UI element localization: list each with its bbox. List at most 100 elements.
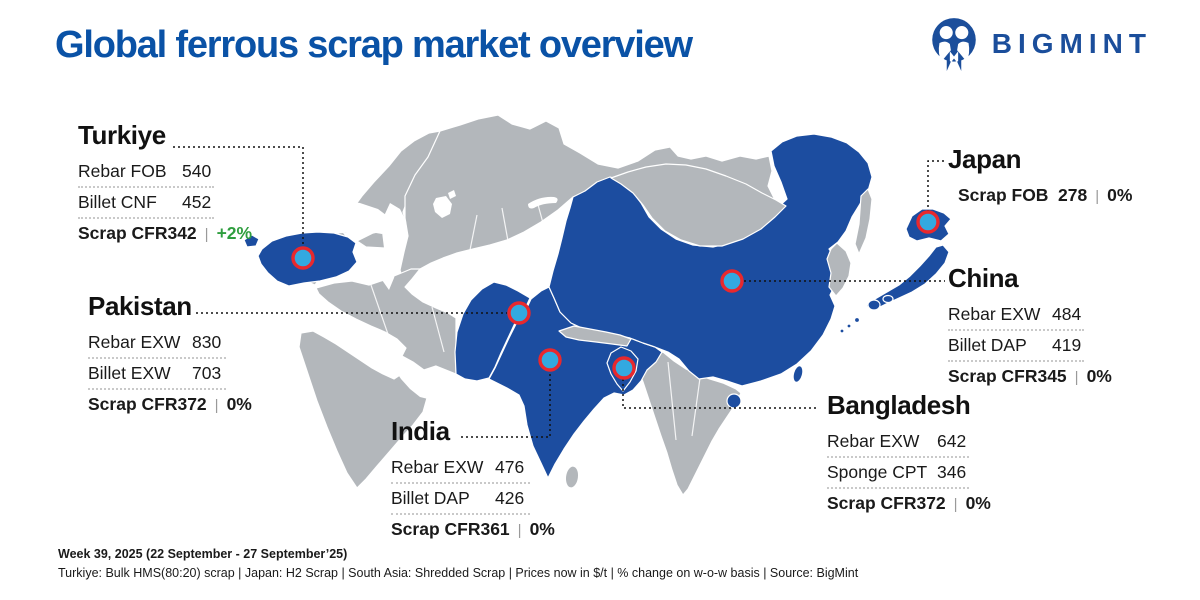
price-label: Billet CNF	[78, 192, 157, 212]
price-row-scrap: Scrap CFR 342 | +2%	[78, 219, 252, 248]
price-row: Billet DAP 419	[948, 331, 1084, 362]
map-country-japan-kyushu	[867, 299, 881, 311]
divider: |	[1095, 188, 1100, 205]
price-row: Rebar FOB 540	[78, 157, 214, 188]
footer-week: Week 39, 2025 (22 September - 27 Septemb…	[58, 547, 348, 561]
map-gray-landmass	[297, 114, 775, 496]
map-internal-borders	[370, 200, 701, 441]
price-label: Billet DAP	[948, 335, 1027, 355]
price-label: Scrap FOB	[958, 185, 1049, 205]
map-region-korea	[826, 242, 852, 297]
marker-turkiye	[291, 246, 315, 270]
price-value: 540	[182, 161, 212, 181]
country-name-pakistan: Pakistan	[88, 291, 192, 321]
price-value: 346	[937, 462, 967, 482]
marker-china	[720, 269, 744, 293]
price-label: Scrap CFR	[827, 493, 917, 513]
price-label: Scrap CFR	[391, 519, 481, 539]
price-value: 830	[192, 332, 222, 352]
map-highlighted-countries	[243, 133, 952, 479]
price-row-scrap: Scrap CFR 345 | 0%	[948, 362, 1112, 391]
price-label: Scrap CFR	[78, 223, 168, 243]
map-country-japan-honshu	[865, 244, 950, 311]
price-value: 452	[182, 192, 212, 212]
price-value: 703	[192, 363, 222, 383]
map-region-mongolia	[610, 163, 787, 247]
map-region-arabia	[298, 330, 428, 489]
price-row: Billet DAP 426	[391, 484, 530, 515]
country-name-bangladesh: Bangladesh	[827, 390, 971, 420]
price-value: 345	[1037, 366, 1067, 386]
brand-name: BIGMINT	[991, 28, 1152, 59]
price-change: 0%	[226, 394, 252, 414]
price-value: 419	[1052, 335, 1082, 355]
price-change: 0%	[529, 519, 555, 539]
price-value: 642	[937, 431, 967, 451]
price-label: Rebar EXW	[948, 304, 1041, 324]
map-island-hainan	[726, 393, 742, 409]
price-value: 372	[916, 493, 946, 513]
price-row-scrap: Scrap CFR 361 | 0%	[391, 515, 555, 544]
aral-sea-north	[448, 190, 456, 199]
price-row: Billet CNF 452	[78, 188, 214, 219]
price-row-scrap: Scrap FOB 278 | 0%	[958, 181, 1132, 210]
page-title: Global ferrous scrap market overview	[55, 24, 693, 66]
persian-gulf	[395, 363, 428, 399]
price-value: 278	[1058, 185, 1088, 205]
price-change: 0%	[1086, 366, 1112, 386]
country-block-bangladesh: Bangladesh Rebar EXW 642 Sponge CPT 346 …	[827, 390, 991, 518]
aral-sea	[433, 196, 452, 218]
marker-pakistan	[507, 301, 531, 325]
country-block-pakistan: Pakistan Rebar EXW 830 Billet EXW 703 Sc…	[88, 291, 252, 419]
map-region-nepal	[558, 325, 632, 347]
divider: |	[1074, 369, 1079, 386]
price-row: Rebar EXW 642	[827, 427, 969, 458]
price-value: 426	[495, 488, 525, 508]
price-label: Rebar EXW	[827, 431, 920, 451]
map-seas-lakes	[262, 190, 558, 399]
map-japan-ryukyu-2	[846, 323, 852, 329]
price-value: 476	[495, 457, 525, 477]
price-row: Billet EXW 703	[88, 359, 226, 390]
country-block-turkiye: Turkiye Rebar FOB 540 Billet CNF 452 Scr…	[78, 120, 252, 248]
map-island-taiwan	[792, 365, 804, 383]
price-row-scrap: Scrap CFR 372 | 0%	[827, 489, 991, 518]
divider: |	[953, 496, 958, 513]
river-swoosh	[528, 196, 558, 209]
price-label: Billet DAP	[391, 488, 470, 508]
price-value: 484	[1052, 304, 1082, 324]
map-gray-overlays	[558, 163, 873, 489]
divider: |	[204, 226, 209, 243]
price-change: 0%	[1107, 185, 1133, 205]
price-row-scrap: Scrap CFR 372 | 0%	[88, 390, 252, 419]
map-country-india	[488, 286, 663, 479]
marker-japan	[916, 210, 940, 234]
map-japan-ryukyu-1	[853, 316, 861, 324]
map-region-russia-central-asia	[399, 114, 775, 288]
bigmint-logo-icon	[932, 18, 976, 71]
price-row: Rebar EXW 476	[391, 453, 530, 484]
price-row: Rebar EXW 830	[88, 328, 226, 359]
price-change: +2%	[216, 223, 253, 243]
country-block-japan: Japan Scrap FOB 278 | 0%	[948, 144, 1132, 210]
map-region-sakhalin	[854, 188, 873, 255]
price-label: Sponge CPT	[827, 462, 928, 482]
price-change: 0%	[965, 493, 991, 513]
map-country-turkiye-thrace	[243, 234, 260, 248]
price-label: Rebar EXW	[88, 332, 181, 352]
price-value: 361	[480, 519, 510, 539]
country-block-india: India Rebar EXW 476 Billet DAP 426 Scrap…	[391, 416, 555, 544]
leader-lines	[173, 146, 945, 438]
map-japan-ryukyu-3	[839, 328, 845, 334]
brand-logo: BIGMINT	[928, 16, 1152, 72]
map-markers	[291, 210, 940, 380]
country-name-india: India	[391, 416, 450, 446]
marker-india	[538, 348, 562, 372]
country-name-japan: Japan	[948, 144, 1022, 174]
country-name-turkiye: Turkiye	[78, 120, 166, 150]
price-label: Scrap CFR	[948, 366, 1038, 386]
price-row: Rebar EXW 484	[948, 300, 1084, 331]
country-block-china: China Rebar EXW 484 Billet DAP 419 Scrap…	[948, 263, 1112, 391]
